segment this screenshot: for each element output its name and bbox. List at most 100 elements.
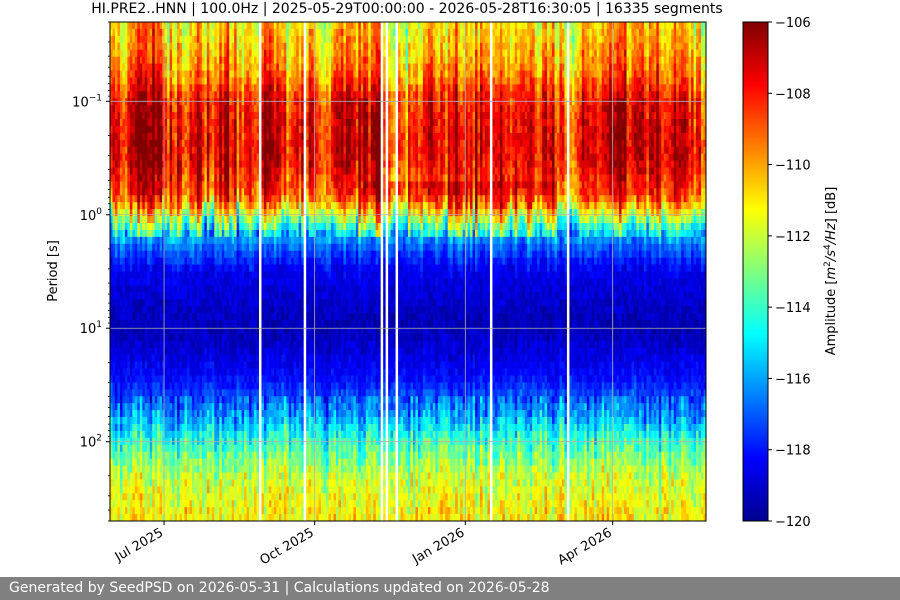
heatmap-cell xyxy=(154,146,158,155)
heatmap-cell xyxy=(196,202,200,210)
heatmap-cell xyxy=(251,479,255,487)
heatmap-cell xyxy=(236,216,240,224)
heatmap-cell xyxy=(244,236,247,245)
heatmap-cell xyxy=(164,181,168,189)
heatmap-cell xyxy=(134,292,138,300)
heatmap-cell xyxy=(276,410,280,418)
heatmap-cell xyxy=(172,125,175,134)
heatmap-cell xyxy=(249,465,252,473)
heatmap-cell xyxy=(229,340,233,349)
heatmap-cell xyxy=(234,382,238,390)
heatmap-cell xyxy=(179,56,183,64)
heatmap-cell xyxy=(214,347,218,356)
heatmap-cell xyxy=(273,479,277,487)
heatmap-cell xyxy=(209,125,213,134)
heatmap-cell xyxy=(224,382,228,390)
heatmap-cell xyxy=(122,195,126,203)
heatmap-cell xyxy=(167,271,170,279)
heatmap-cell xyxy=(241,396,245,404)
heatmap-cell xyxy=(259,98,262,106)
heatmap-cell xyxy=(244,181,247,189)
heatmap-cell xyxy=(234,326,238,335)
heatmap-cell xyxy=(152,430,156,439)
heatmap-cell xyxy=(199,22,203,30)
heatmap-cell xyxy=(139,209,143,217)
heatmap-cell xyxy=(201,347,205,356)
heatmap-cell xyxy=(221,382,225,390)
heatmap-cell xyxy=(278,292,282,300)
heatmap-cell xyxy=(254,153,257,162)
heatmap-cell xyxy=(129,347,133,356)
heatmap-cell xyxy=(226,472,230,480)
heatmap-cell xyxy=(157,105,161,113)
heatmap-cell xyxy=(122,84,126,92)
heatmap-cell xyxy=(266,493,270,501)
heatmap-cell xyxy=(169,278,173,286)
heatmap-cell xyxy=(157,257,161,265)
heatmap-cell xyxy=(221,423,225,432)
heatmap-cell xyxy=(162,417,166,425)
heatmap-cell xyxy=(157,250,161,259)
heatmap-cell xyxy=(199,153,203,162)
heatmap-cell xyxy=(139,132,143,141)
heatmap-cell xyxy=(157,28,161,37)
heatmap-cell xyxy=(167,396,170,404)
heatmap-cell xyxy=(137,167,141,175)
heatmap-cell xyxy=(112,375,116,383)
heatmap-cell xyxy=(179,417,183,425)
heatmap-cell xyxy=(276,299,280,307)
heatmap-cell xyxy=(189,209,193,217)
heatmap-cell xyxy=(119,63,123,71)
heatmap-cell xyxy=(191,368,195,376)
heatmap-cell xyxy=(211,264,215,272)
heatmap-cell xyxy=(261,500,265,508)
heatmap-cell xyxy=(276,22,280,30)
heatmap-cell xyxy=(114,229,118,238)
heatmap-cell xyxy=(167,98,170,106)
heatmap-cell xyxy=(186,479,190,487)
heatmap-cell xyxy=(254,278,257,286)
heatmap-cell xyxy=(226,389,230,397)
heatmap-cell xyxy=(201,160,205,168)
heatmap-cell xyxy=(154,500,158,508)
heatmap-cell xyxy=(254,396,257,404)
heatmap-cell xyxy=(224,500,228,508)
heatmap-cell xyxy=(184,361,188,369)
heatmap-cell xyxy=(147,91,151,99)
heatmap-cell xyxy=(147,63,151,71)
heatmap-cell xyxy=(216,299,220,307)
heatmap-cell xyxy=(256,91,260,99)
heatmap-cell xyxy=(172,493,175,501)
heatmap-cell xyxy=(268,299,272,307)
heatmap-cell xyxy=(142,153,146,162)
heatmap-cell xyxy=(110,313,113,321)
heatmap-cell xyxy=(147,202,151,210)
heatmap-cell xyxy=(249,320,252,328)
heatmap-cell xyxy=(174,361,178,369)
heatmap-cell xyxy=(204,354,208,362)
heatmap-cell xyxy=(182,112,185,120)
heatmap-cell xyxy=(239,500,243,508)
heatmap-cell xyxy=(204,216,208,224)
heatmap-cell xyxy=(196,278,200,286)
heatmap-cell xyxy=(219,278,223,286)
heatmap-cell xyxy=(174,222,178,231)
heatmap-cell xyxy=(249,216,252,224)
heatmap-cell xyxy=(144,486,148,494)
heatmap-cell xyxy=(174,98,178,106)
heatmap-cell xyxy=(172,216,175,224)
heatmap-cell xyxy=(231,278,235,286)
heatmap-cell xyxy=(122,389,126,397)
heatmap-cell xyxy=(231,250,235,259)
heatmap-cell xyxy=(234,347,238,356)
heatmap-cell xyxy=(117,458,121,466)
heatmap-cell xyxy=(179,472,183,480)
heatmap-cell xyxy=(162,514,166,522)
heatmap-cell xyxy=(231,472,235,480)
heatmap-cell xyxy=(159,125,163,134)
heatmap-cell xyxy=(122,368,126,376)
heatmap-cell xyxy=(224,430,228,439)
heatmap-cell xyxy=(231,105,235,113)
heatmap-cell xyxy=(271,56,275,64)
heatmap-cell xyxy=(164,153,168,162)
